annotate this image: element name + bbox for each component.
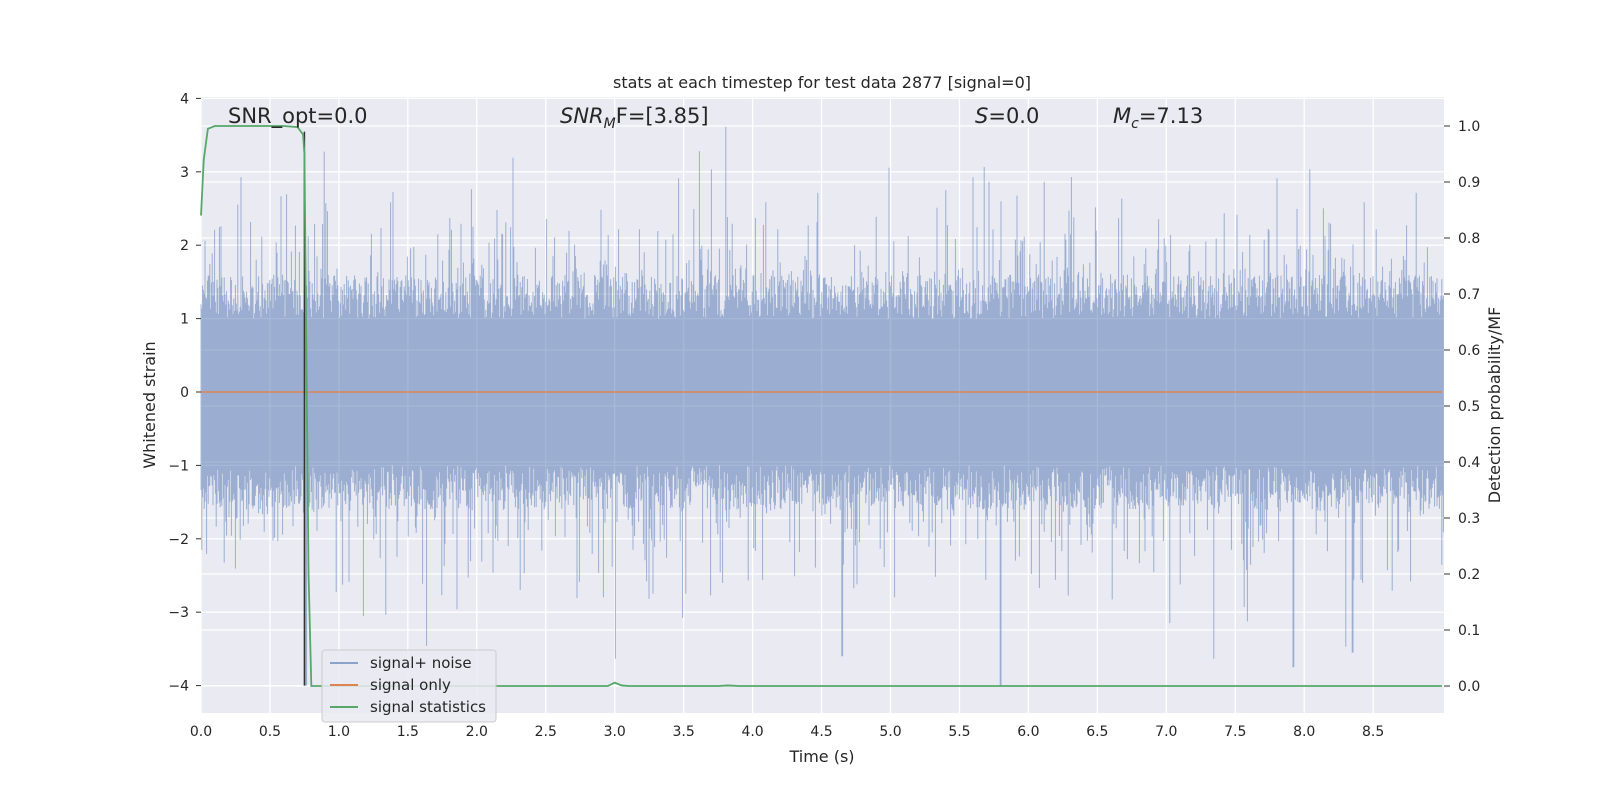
line-series [200, 125, 1443, 687]
legend-label-signal: signal only [370, 676, 451, 694]
y-tick-label: 3 [180, 165, 189, 181]
y-tick-label: 2 [180, 238, 189, 254]
x-tick-label: 7.0 [1155, 724, 1177, 740]
x-tick-label: 4.0 [741, 724, 763, 740]
right-y-tick-label: 0.6 [1458, 343, 1480, 359]
right-y-tick-label: 0.1 [1458, 623, 1480, 639]
y-tick-label: 4 [180, 91, 189, 107]
legend-box [321, 649, 497, 723]
right-y-tick-label: 0.7 [1458, 287, 1480, 303]
y-tick-label: −3 [168, 605, 189, 621]
x-tick-label: 5.0 [879, 724, 901, 740]
x-tick-label: 4.5 [810, 724, 832, 740]
x-tick-label: 5.5 [948, 724, 970, 740]
y-tick-label: 1 [180, 312, 189, 328]
x-tick-label: 8.5 [1362, 724, 1384, 740]
right-y-axis-ticks: 1.0 0.9 0.8 0.7 0.6 0.5 0.4 0.3 0.2 0.1 0.0 [1444, 119, 1480, 695]
x-tick-label: 6.0 [1017, 724, 1039, 740]
x-tick-label: 2.5 [535, 724, 557, 740]
y-tick-label: −4 [168, 679, 189, 695]
y-axis-label: Whitened strain [140, 341, 159, 468]
right-y-tick-label: 0.0 [1458, 679, 1480, 695]
right-y-tick-label: 0.4 [1458, 455, 1480, 471]
x-tick-label: 8.0 [1293, 724, 1315, 740]
right-y-tick-label: 0.3 [1458, 511, 1480, 527]
x-tick-label: 1.0 [328, 724, 350, 740]
x-tick-label: 3.5 [673, 724, 695, 740]
right-y-tick-label: 0.2 [1458, 567, 1480, 583]
y-tick-label: −2 [168, 532, 189, 548]
x-axis-ticks: 0.0 0.5 1.0 1.5 2.0 2.5 3.0 3.5 4.0 4.5 5.0 5.5 6.0 6… [190, 724, 1384, 740]
legend-label-stats: signal statistics [370, 698, 486, 716]
legend-label-noise: signal+ noise [370, 654, 472, 672]
right-y-tick-label: 0.5 [1458, 399, 1480, 415]
x-tick-label: 6.5 [1086, 724, 1108, 740]
y-tick-label: 0 [180, 385, 189, 401]
annotation-snr-mf: SNRMF=[3.85] [560, 104, 709, 132]
right-y-tick-label: 0.8 [1458, 231, 1480, 247]
signal-statistics-line [200, 125, 1443, 687]
right-y-tick-label: 0.9 [1458, 175, 1480, 191]
y-tick-label: −1 [168, 458, 189, 474]
x-tick-label: 0.0 [190, 724, 212, 740]
chart-title: stats at each timestep for test data 287… [613, 73, 1031, 92]
x-tick-label: 2.0 [466, 724, 488, 740]
x-tick-label: 3.0 [604, 724, 626, 740]
x-tick-label: 1.5 [397, 724, 419, 740]
annotation-s: S=0.0 [975, 104, 1039, 128]
right-y-axis-label: Detection probability/MF [1485, 307, 1504, 504]
x-tick-label: 7.5 [1224, 724, 1246, 740]
x-axis-label: Time (s) [788, 747, 854, 766]
x-tick-label: 0.5 [259, 724, 281, 740]
right-y-tick-label: 1.0 [1458, 119, 1480, 135]
annotation-snr-opt: SNR_opt=0.0 [228, 104, 368, 129]
legend: signal+ noise signal only signal statist… [321, 649, 497, 723]
annotation-mc: Mc=7.13 [1113, 104, 1203, 132]
y-axis-ticks: 4 3 2 1 0 −1 −2 −3 −4 [168, 91, 201, 695]
